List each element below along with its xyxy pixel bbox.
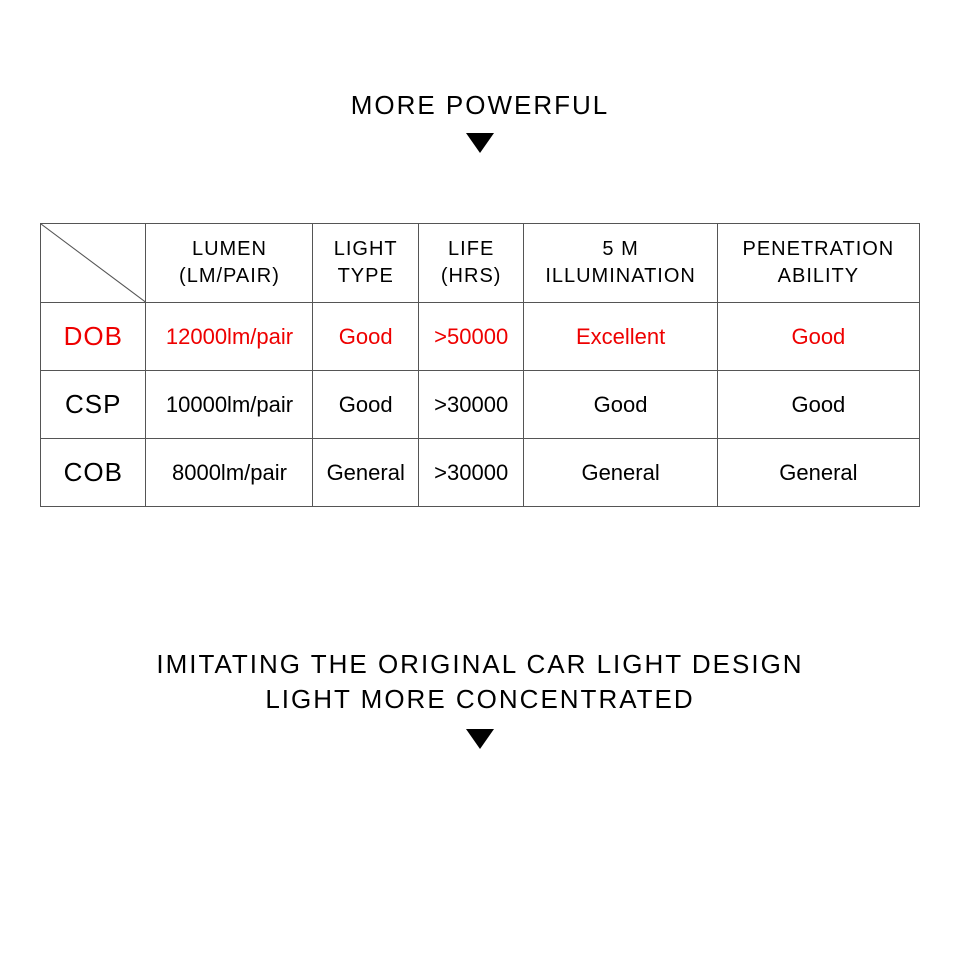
cell: General — [313, 439, 418, 507]
table-header-row: LUMEN (LM/PAIR) LIGHT TYPE LIFE (HRS) 5 … — [41, 224, 920, 303]
cell: 8000lm/pair — [146, 439, 313, 507]
col-light-type-l2: TYPE — [338, 265, 394, 287]
cell: Good — [717, 371, 919, 439]
slash-icon — [41, 224, 145, 302]
col-lumen-l1: LUMEN — [192, 238, 267, 260]
cell: General — [717, 439, 919, 507]
comparison-table: LUMEN (LM/PAIR) LIGHT TYPE LIFE (HRS) 5 … — [40, 223, 920, 507]
bottom-title-l2: LIGHT MORE CONCENTRATED — [265, 684, 694, 714]
bottom-title-l1: IMITATING THE ORIGINAL CAR LIGHT DESIGN — [156, 649, 803, 679]
table-row: CSP 10000lm/pair Good >30000 Good Good — [41, 371, 920, 439]
table-row: DOB 12000lm/pair Good >50000 Excellent G… — [41, 303, 920, 371]
col-penetration-l1: PENETRATION — [743, 238, 895, 260]
cell: 12000lm/pair — [146, 303, 313, 371]
row-label-cob: COB — [41, 439, 146, 507]
cell: Excellent — [524, 303, 717, 371]
col-illumination-l1: 5 M — [602, 238, 638, 260]
down-triangle-icon — [466, 729, 494, 749]
cell: >50000 — [418, 303, 523, 371]
cell: Good — [313, 371, 418, 439]
row-label-dob: DOB — [41, 303, 146, 371]
cell: Good — [313, 303, 418, 371]
col-light-type: LIGHT TYPE — [313, 224, 418, 303]
col-life-l2: (HRS) — [441, 265, 502, 287]
col-life: LIFE (HRS) — [418, 224, 523, 303]
bottom-title: IMITATING THE ORIGINAL CAR LIGHT DESIGN … — [0, 647, 960, 717]
cell: >30000 — [418, 439, 523, 507]
row-label-csp: CSP — [41, 371, 146, 439]
col-lumen-l2: (LM/PAIR) — [179, 265, 280, 287]
cell: General — [524, 439, 717, 507]
cell: Good — [524, 371, 717, 439]
col-light-type-l1: LIGHT — [334, 238, 398, 260]
down-triangle-icon — [466, 133, 494, 153]
cell: >30000 — [418, 371, 523, 439]
header-empty-slash — [41, 224, 146, 303]
col-lumen: LUMEN (LM/PAIR) — [146, 224, 313, 303]
cell: 10000lm/pair — [146, 371, 313, 439]
col-penetration-l2: ABILITY — [778, 265, 859, 287]
table-row: COB 8000lm/pair General >30000 General G… — [41, 439, 920, 507]
top-title: MORE POWERFUL — [0, 90, 960, 121]
col-illumination: 5 M ILLUMINATION — [524, 224, 717, 303]
col-illumination-l2: ILLUMINATION — [545, 265, 696, 287]
col-penetration: PENETRATION ABILITY — [717, 224, 919, 303]
col-life-l1: LIFE — [448, 238, 494, 260]
cell: Good — [717, 303, 919, 371]
